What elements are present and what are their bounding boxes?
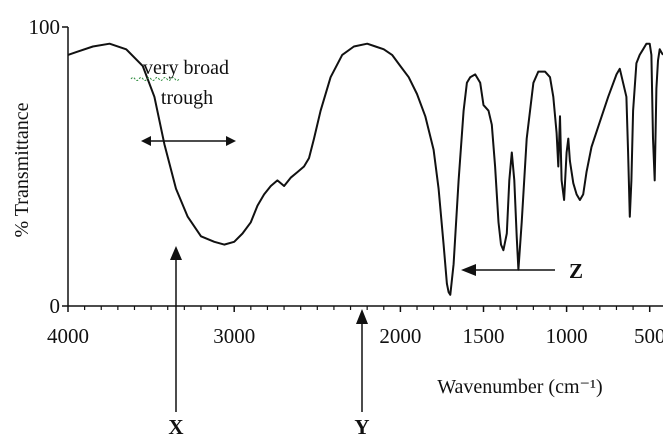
x-marker-arrow-head [170,246,182,260]
ticks: 4000 3000 2000 1500 1000 500 0 100 [29,15,663,348]
x-marker-annotation: X [168,246,184,436]
x-tick-label: 4000 [47,324,89,348]
spectrum-line [67,42,663,296]
y-axis-label: % Transmittance [11,102,33,237]
trough-width-arrow-left-head [141,136,151,146]
x-tick-label: 2000 [379,324,421,348]
y-marker-label: Y [354,415,369,436]
trough-width-arrow-right-head [226,136,236,146]
y-marker-annotation: Y [354,309,370,436]
z-marker-label: Z [569,259,583,283]
y-marker-arrow-head [356,309,368,324]
broad-trough-label-line2: trough [161,87,213,109]
z-marker-arrow-head [461,264,476,276]
x-tick-label: 1500 [463,324,505,348]
z-marker-annotation: Z [461,259,583,283]
x-marker-label: X [168,415,183,436]
x-tick-label: 1000 [546,324,588,348]
x-tick-label: 500 [634,324,663,348]
y-tick-label: 0 [50,294,61,318]
spellcheck-squiggle [130,77,180,81]
broad-trough-annotation: very broad trough [130,57,236,146]
y-tick-label: 100 [29,15,61,39]
x-tick-label: 3000 [213,324,255,348]
x-axis-label: Wavenumber (cm⁻¹) [437,376,602,398]
broad-trough-label-line1: very broad [143,57,229,79]
